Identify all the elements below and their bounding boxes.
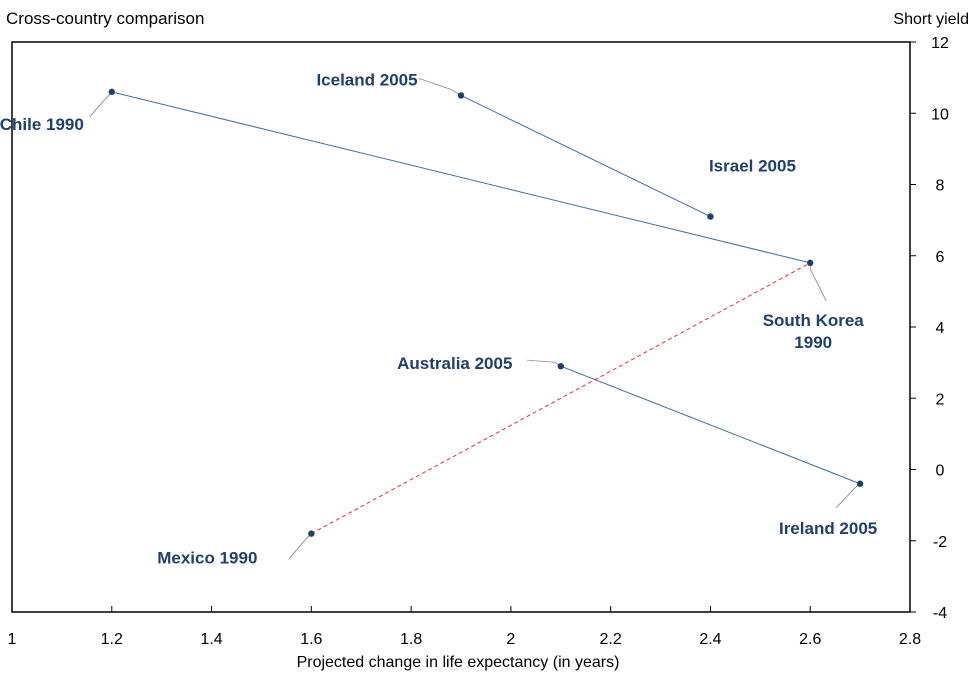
x-axis-ticks: 1 1.2 1.4 1.6 1.8 2 2.2 2.4 2.6 2.8 — [8, 606, 921, 648]
data-label-iceland-2005: Iceland 2005 — [316, 70, 417, 89]
data-point-south-korea-1990 — [807, 259, 814, 267]
connection-line-solid — [111, 91, 811, 264]
y-tick-label: 6 — [936, 249, 945, 266]
x-tick-label: 2.4 — [699, 631, 721, 648]
y-tick-label: 2 — [936, 391, 945, 408]
y-axis-ticks: -4 -2 0 2 4 6 8 10 12 — [910, 35, 949, 622]
x-tick-label: 1.2 — [101, 631, 123, 648]
y-tick-label: 10 — [931, 106, 949, 123]
data-label-israel-2005: Israel 2005 — [709, 157, 796, 176]
data-label-mexico-1990: Mexico 1990 — [157, 549, 257, 568]
data-label-australia-2005: Australia 2005 — [397, 354, 512, 373]
connection-line-solid — [460, 94, 711, 218]
x-tick-label: 2.6 — [799, 631, 821, 648]
leader-line-mexico-1990 — [288, 533, 312, 559]
leader-line-ireland-2005 — [835, 483, 861, 509]
x-tick-label: 1.4 — [200, 631, 222, 648]
y-tick-label: 12 — [931, 35, 949, 52]
leader-line-south-korea-1990 — [809, 262, 827, 302]
data-point-labels: Chile 1990 Iceland 2005 Israel 2005 South K… — [0, 70, 877, 567]
y-axis-label: Short yield — [893, 11, 969, 28]
connection-line-solid — [560, 365, 861, 485]
y-tick-label: 8 — [936, 178, 945, 195]
data-label-chile-1990: Chile 1990 — [0, 115, 84, 134]
connection-lines — [111, 91, 861, 535]
x-tick-label: 2.8 — [899, 631, 921, 648]
data-point-chile-1990 — [108, 88, 115, 96]
leader-line-iceland-2005 — [418, 77, 462, 96]
x-axis-label: Projected change in life expectancy (in … — [297, 654, 620, 671]
data-point-israel-2005 — [707, 213, 714, 220]
chart-title: Cross-country comparison — [6, 9, 204, 28]
data-point-mexico-1990 — [308, 530, 315, 537]
y-tick-label: 0 — [936, 463, 945, 480]
data-label-ireland-2005: Ireland 2005 — [779, 519, 877, 538]
x-tick-label: 1 — [8, 631, 17, 648]
x-tick-label: 1.6 — [300, 631, 322, 648]
x-tick-label: 2 — [506, 631, 515, 648]
data-points — [108, 88, 864, 537]
data-point-iceland-2005 — [457, 92, 465, 99]
y-tick-label: 4 — [936, 320, 945, 337]
connection-line-dashed — [311, 262, 811, 535]
data-point-australia-2005 — [557, 362, 564, 370]
data-point-ireland-2005 — [856, 480, 864, 487]
x-tick-label: 2.2 — [600, 631, 622, 648]
y-tick-label: -2 — [933, 534, 947, 551]
y-tick-label: -4 — [933, 605, 947, 622]
data-label-south-korea-1990: South Korea — [763, 311, 865, 330]
label-leader-lines — [89, 77, 861, 559]
leader-line-australia-2005 — [526, 359, 562, 367]
leader-line-chile-1990 — [89, 91, 113, 118]
data-label-south-korea-1990: 1990 — [794, 333, 832, 352]
x-tick-label: 1.8 — [400, 631, 422, 648]
